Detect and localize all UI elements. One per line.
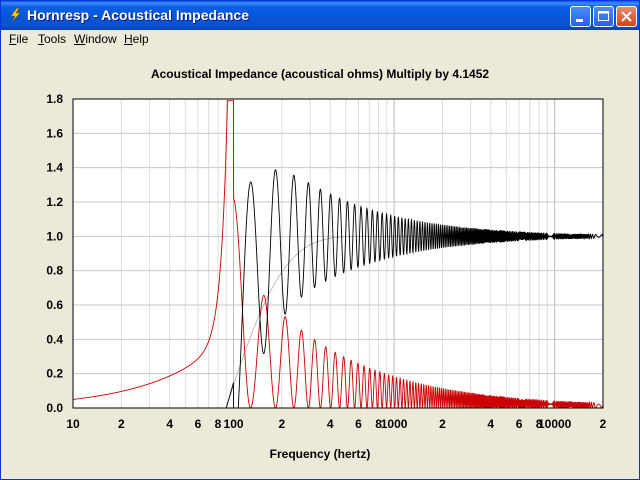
x-tick-label: 10000 [538, 417, 572, 431]
y-tick-label: 1.2 [46, 195, 63, 209]
x-tick-label: 100 [224, 417, 244, 431]
x-tick-label: 2 [118, 417, 125, 431]
minimize-button[interactable] [570, 6, 591, 27]
menu-help[interactable]: Help [124, 32, 149, 46]
chart-title: Acoustical Impedance (acoustical ohms) M… [150, 67, 490, 81]
x-tick-label: 1000 [381, 417, 408, 431]
y-tick-label: 1.6 [46, 126, 63, 140]
close-icon [621, 11, 632, 22]
lightning-icon [10, 7, 21, 23]
impedance-chart: 0.00.20.40.60.81.01.21.41.61.810 2 4 6 8 100 2… [46, 92, 607, 431]
x-tick-label: 4 [166, 417, 173, 431]
x-axis-label: Frequency (hertz) [269, 447, 371, 461]
y-tick-label: 0.0 [46, 401, 63, 415]
x-tick-label: 6 [355, 417, 362, 431]
x-tick-label: 8 [375, 417, 382, 431]
y-tick-label: 0.2 [46, 367, 63, 381]
real-part-series [72, 100, 604, 410]
y-tick-label: 0.6 [46, 298, 63, 312]
x-tick-label: 2 [439, 417, 446, 431]
x-tick-label: 4 [487, 417, 494, 431]
x-tick-label: 2 [279, 417, 286, 431]
chart-area: Acoustical Impedance (acoustical ohms) M… [1, 49, 639, 479]
close-button[interactable] [616, 6, 637, 27]
y-tick-label: 0.8 [46, 264, 63, 278]
maximize-icon [598, 11, 609, 21]
x-tick-label: 2 [600, 417, 607, 431]
y-tick-label: 1.0 [46, 229, 63, 243]
plot-frame [72, 98, 604, 409]
menu-window[interactable]: Window [74, 32, 117, 46]
x-tick-label: 8 [215, 417, 222, 431]
x-tick-label: 8 [536, 417, 543, 431]
maximize-button[interactable] [593, 6, 614, 27]
window-title: Hornresp - Acoustical Impedance [27, 7, 249, 23]
plot-background [73, 99, 603, 408]
title-bar[interactable]: Hornresp - Acoustical Impedance [1, 1, 639, 30]
menu-file[interactable]: File [9, 32, 29, 46]
x-tick-label: 4 [327, 417, 334, 431]
menu-bar: File Tools Window Help [1, 30, 639, 49]
x-tick-label: 10 [66, 417, 80, 431]
y-tick-label: 1.8 [46, 92, 63, 106]
x-tick-label: 6 [516, 417, 523, 431]
minimize-icon [576, 19, 583, 22]
y-tick-label: 1.4 [46, 161, 63, 175]
y-tick-label: 0.4 [46, 332, 63, 346]
x-tick-label: 6 [195, 417, 202, 431]
menu-tools[interactable]: Tools [38, 32, 67, 46]
